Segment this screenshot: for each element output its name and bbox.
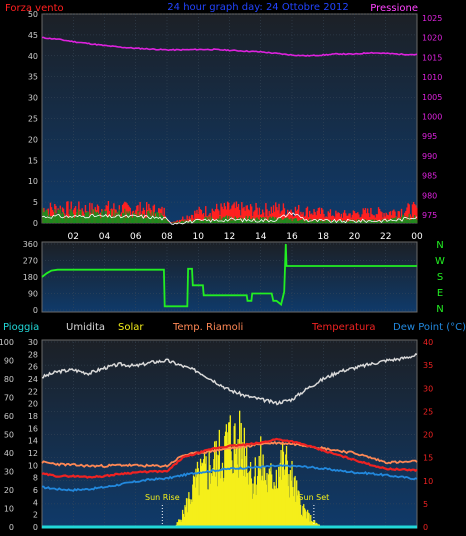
y-tick-label: 26 bbox=[28, 363, 38, 372]
pressure-line bbox=[41, 36, 418, 57]
y-tick-label: 20 bbox=[4, 486, 14, 495]
y-tick-label: 50 bbox=[4, 431, 14, 440]
y-tick-label: 8 bbox=[33, 474, 38, 483]
legend-solar: Solar bbox=[118, 322, 144, 333]
y-tick-label: 30 bbox=[28, 338, 38, 347]
x-tick-label: 10 bbox=[193, 232, 205, 242]
wind-average-line bbox=[41, 211, 418, 225]
y-tick-label: 22 bbox=[28, 387, 38, 396]
legend-umidita: Umidita bbox=[66, 322, 105, 333]
y-tick-label: 80 bbox=[4, 375, 14, 384]
y-tick-label: 24 bbox=[28, 375, 38, 384]
y-tick-label: 360 bbox=[23, 240, 38, 249]
y-tick-label: 30 bbox=[423, 384, 433, 393]
y-tick-label: 15 bbox=[28, 156, 38, 165]
y-tick-label: 28 bbox=[28, 350, 38, 359]
y-tick-label: 14 bbox=[28, 437, 38, 446]
x-tick-label: 12 bbox=[224, 232, 235, 242]
y-tick-label: 995 bbox=[422, 132, 437, 141]
y-tick-label: 990 bbox=[422, 152, 437, 161]
compass-label: E bbox=[437, 288, 443, 299]
x-tick-label: 06 bbox=[130, 232, 142, 242]
temperatura-line bbox=[41, 437, 418, 479]
y-tick-label: 40 bbox=[28, 52, 38, 61]
y-tick-label: 270 bbox=[23, 257, 38, 266]
compass-label: W bbox=[435, 256, 445, 267]
y-tick-label: 0 bbox=[9, 523, 14, 532]
legend-pioggia: Pioggia bbox=[3, 322, 39, 333]
wind-direction-line bbox=[41, 243, 417, 308]
y-tick-label: 1015 bbox=[422, 53, 442, 62]
y-tick-label: 980 bbox=[422, 191, 437, 200]
y-tick-label: 12 bbox=[28, 449, 38, 458]
y-tick-label: 20 bbox=[423, 431, 433, 440]
y-tick-label: 1005 bbox=[422, 93, 442, 102]
humidity-line bbox=[41, 353, 418, 406]
y-tick-label: 35 bbox=[28, 73, 38, 82]
y-tick-label: 90 bbox=[4, 357, 14, 366]
legend-temp-riamoli: Temp. Riamoli bbox=[172, 322, 243, 333]
y-tick-label: 10 bbox=[423, 477, 433, 486]
x-tick-label: 04 bbox=[99, 232, 111, 242]
y-tick-label: 10 bbox=[28, 461, 38, 470]
legend-dew-point: Dew Point (°C) bbox=[393, 322, 466, 333]
y-tick-label: 5 bbox=[33, 198, 38, 207]
x-tick-label: 20 bbox=[349, 232, 361, 242]
y-tick-label: 30 bbox=[28, 94, 38, 103]
y-tick-label: 30 bbox=[4, 468, 14, 477]
y-tick-label: 5 bbox=[423, 500, 428, 509]
y-tick-label: 50 bbox=[28, 10, 38, 19]
x-tick-label: 00 bbox=[411, 232, 423, 242]
x-tick-label: 22 bbox=[380, 232, 391, 242]
header-left-label: Forza vento bbox=[5, 3, 67, 14]
y-tick-label: 25 bbox=[28, 115, 38, 124]
sun-marker-label: Sun Set bbox=[298, 493, 329, 502]
y-tick-label: 1025 bbox=[422, 14, 442, 23]
y-tick-label: 45 bbox=[28, 31, 38, 40]
y-tick-label: 1020 bbox=[422, 34, 442, 43]
y-tick-label: 40 bbox=[4, 449, 14, 458]
y-tick-label: 20 bbox=[28, 135, 38, 144]
y-tick-label: 90 bbox=[28, 290, 38, 299]
sun-marker-label: Sun Rise bbox=[145, 493, 180, 502]
y-tick-label: 1000 bbox=[422, 113, 442, 122]
x-tick-label: 08 bbox=[161, 232, 173, 242]
y-tick-label: 70 bbox=[4, 394, 14, 403]
y-tick-label: 16 bbox=[28, 424, 38, 433]
compass-label: N bbox=[436, 304, 443, 315]
y-tick-label: 20 bbox=[28, 400, 38, 409]
y-tick-label: 2 bbox=[33, 511, 38, 520]
y-tick-label: 0 bbox=[423, 523, 428, 532]
y-tick-label: 1010 bbox=[422, 73, 442, 82]
y-tick-label: 18 bbox=[28, 412, 38, 421]
y-tick-label: 10 bbox=[4, 505, 14, 514]
y-tick-label: 10 bbox=[28, 177, 38, 186]
y-tick-label: 975 bbox=[422, 211, 437, 220]
x-tick-label: 02 bbox=[68, 232, 79, 242]
chart-title: 24 hour graph day: 24 Ottobre 2012 bbox=[167, 2, 348, 13]
compass-label: S bbox=[437, 272, 443, 283]
y-tick-label: 0 bbox=[33, 523, 38, 532]
y-tick-label: 985 bbox=[422, 172, 437, 181]
dew-point-line bbox=[41, 464, 418, 492]
x-tick-label: 18 bbox=[318, 232, 330, 242]
y-tick-label: 0 bbox=[33, 219, 38, 228]
compass-label: N bbox=[436, 240, 443, 251]
y-tick-label: 180 bbox=[23, 273, 38, 282]
header-right-label: Pressione bbox=[370, 3, 418, 14]
x-tick-label: 16 bbox=[286, 232, 298, 242]
y-tick-label: 0 bbox=[33, 306, 38, 315]
legend-temperatura: Temperatura bbox=[311, 322, 376, 333]
y-tick-label: 100 bbox=[0, 338, 14, 347]
y-tick-label: 6 bbox=[33, 486, 38, 495]
y-tick-label: 15 bbox=[423, 454, 433, 463]
temp-riamoli-line bbox=[41, 440, 418, 469]
y-tick-label: 60 bbox=[4, 412, 14, 421]
y-tick-label: 25 bbox=[423, 407, 433, 416]
x-tick-label: 14 bbox=[255, 232, 267, 242]
y-tick-label: 40 bbox=[423, 338, 433, 347]
y-tick-label: 4 bbox=[33, 498, 38, 507]
y-tick-label: 35 bbox=[423, 361, 433, 370]
